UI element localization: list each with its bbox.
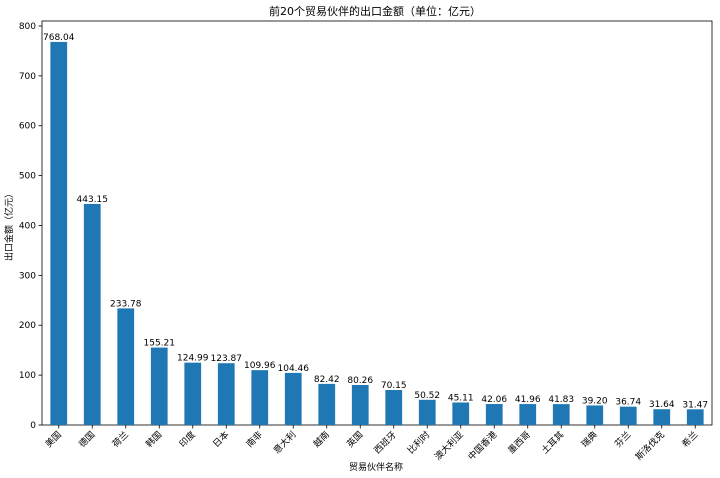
bar — [519, 404, 537, 425]
bar-value-label: 123.87 — [211, 354, 243, 364]
bar — [619, 406, 637, 425]
bar — [485, 404, 503, 425]
x-tick-label: 南非 — [244, 429, 265, 450]
y-tick-label: 200 — [19, 321, 36, 331]
y-tick-label: 400 — [19, 221, 36, 231]
y-tick-labels: 0 100 200 300 400 500 600 700 800 — [19, 22, 42, 431]
x-tick-labels: 美国 德国 荷兰 韩国 印度 日本 南非 意大利 越南 英国 西班牙 比利时 澳大利亚 中国香港 墨西哥 土耳… — [43, 425, 700, 463]
x-tick-label: 芬兰 — [612, 429, 633, 450]
bar-value-label: 31.64 — [649, 400, 675, 410]
x-tick-label: 英国 — [344, 429, 365, 450]
bar — [586, 405, 604, 425]
bar-value-label: 124.99 — [177, 354, 209, 364]
x-tick-label: 西班牙 — [371, 429, 399, 457]
bar-value-label: 82.42 — [314, 375, 340, 385]
x-tick-label: 越南 — [311, 429, 332, 450]
bar — [418, 399, 436, 425]
bar — [150, 347, 168, 425]
x-tick-label: 斯洛伐克 — [633, 429, 667, 463]
x-tick-label: 印度 — [177, 429, 198, 450]
x-tick-label: 中国香港 — [465, 429, 499, 463]
y-tick-label: 700 — [19, 72, 36, 82]
bar — [351, 384, 369, 425]
bar-value-label: 31.47 — [682, 400, 708, 410]
x-axis-label: 贸易伙伴名称 — [349, 461, 403, 473]
x-tick-label: 德国 — [76, 429, 97, 450]
bar-value-label: 36.74 — [615, 398, 641, 408]
x-tick-label: 土耳其 — [539, 429, 567, 457]
x-tick-label: 意大利 — [271, 429, 299, 457]
x-tick-label: 比利时 — [405, 429, 433, 457]
bar-value-label: 42.06 — [481, 395, 507, 405]
bar — [284, 372, 302, 425]
chart-title: 前20个贸易伙伴的出口金额（单位：亿元） — [269, 4, 481, 18]
x-tick-label: 墨西哥 — [506, 429, 533, 456]
bar — [251, 370, 269, 425]
bar-value-label: 233.78 — [110, 299, 142, 309]
bar-value-label: 41.96 — [515, 395, 541, 405]
bar-value-label: 80.26 — [347, 376, 373, 386]
bar — [686, 409, 704, 425]
y-tick-label: 300 — [19, 271, 36, 281]
bar-value-label: 45.11 — [448, 394, 474, 404]
bar — [117, 308, 135, 425]
bar-value-label: 443.15 — [77, 195, 109, 205]
bar-value-label: 70.15 — [381, 381, 407, 391]
x-tick-label: 日本 — [210, 429, 231, 450]
bar — [452, 402, 470, 425]
x-tick-label: 澳大利亚 — [432, 429, 466, 463]
bar-value-label: 155.21 — [144, 339, 176, 349]
bar-value-label: 109.96 — [244, 361, 276, 371]
bar — [184, 362, 202, 425]
y-tick-label: 600 — [19, 122, 36, 132]
y-tick-label: 800 — [19, 22, 36, 32]
y-tick-label: 0 — [30, 421, 36, 431]
bar — [552, 404, 570, 425]
bars — [50, 41, 704, 426]
plot-frame — [41, 20, 713, 426]
bar — [653, 409, 671, 425]
x-tick-label: 美国 — [43, 429, 64, 450]
bar-value-label: 39.20 — [582, 396, 608, 406]
axes — [41, 20, 713, 426]
y-tick-label: 100 — [19, 371, 36, 381]
bar — [50, 41, 68, 426]
x-tick-label: 韩国 — [143, 429, 164, 450]
bar — [217, 363, 235, 425]
x-tick-label: 希兰 — [679, 429, 700, 450]
x-tick-label: 荷兰 — [110, 429, 131, 450]
bar — [318, 383, 336, 425]
bar-value-label: 768.04 — [43, 33, 75, 43]
x-tick-label: 瑞典 — [579, 429, 600, 450]
bar-value-label: 104.46 — [278, 364, 310, 374]
bar-value-label: 41.83 — [548, 395, 574, 405]
bar — [83, 203, 101, 425]
bar — [385, 390, 403, 425]
bar-value-label: 50.52 — [414, 391, 440, 401]
y-tick-label: 500 — [19, 172, 36, 182]
y-axis-label: 出口金额（亿元） — [3, 189, 15, 261]
